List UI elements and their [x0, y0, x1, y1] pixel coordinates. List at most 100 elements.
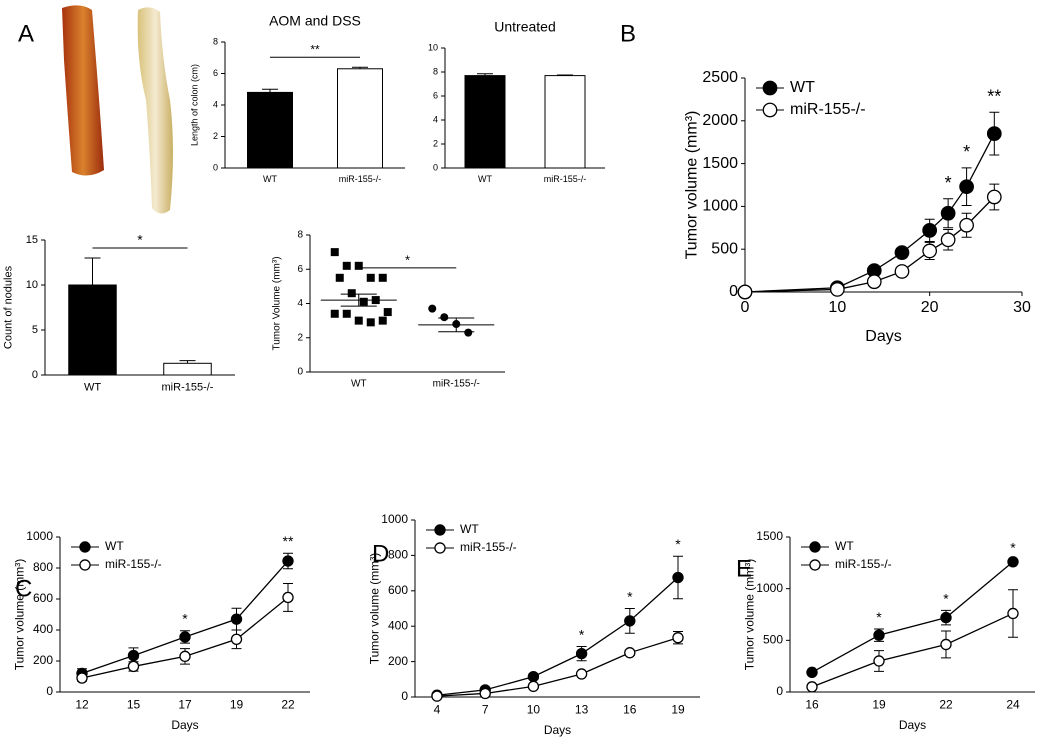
data-point [359, 297, 368, 306]
x-tick-label: 12 [75, 697, 89, 711]
y-tick-label: 400 [33, 622, 53, 636]
data-point [354, 261, 363, 270]
data-point [894, 245, 910, 260]
data-point [986, 189, 1002, 205]
panel-label: C [15, 575, 32, 602]
y-axis-label: Length of colon (cm) [190, 64, 200, 146]
error-bar [84, 257, 101, 285]
data-point [959, 179, 974, 195]
y-tick-label: 0 [46, 684, 53, 698]
data-point [383, 308, 392, 317]
y-tick-label: 6 [433, 90, 438, 100]
data-point [737, 284, 753, 300]
x-tick-label: 19 [872, 697, 886, 711]
y-tick-label: 8 [433, 66, 438, 76]
data-point [431, 690, 443, 702]
y-tick-label: 200 [388, 654, 408, 668]
y-tick-label: 4 [433, 114, 438, 124]
data-point [366, 273, 375, 282]
x-tick-label: miR-155-/- [339, 174, 382, 184]
data-point [940, 638, 952, 651]
chart-title: Untreated [494, 19, 555, 35]
legend-marker [79, 559, 91, 571]
data-point [806, 666, 818, 679]
y-tick-label: 800 [33, 560, 53, 574]
y-tick-label: 8 [213, 36, 218, 46]
y-tick-label: 0 [297, 367, 303, 378]
y-tick-label: 6 [297, 264, 303, 275]
legend-label: WT [105, 539, 124, 553]
bar [337, 68, 383, 169]
y-tick-label: 10 [428, 42, 438, 52]
legend-label: miR-155-/- [790, 101, 866, 118]
bar [247, 91, 293, 169]
data-point [230, 633, 243, 645]
y-tick-label: 200 [33, 653, 53, 667]
x-tick-label: 16 [623, 702, 637, 716]
sem-bar [438, 317, 475, 333]
y-tick-label: 8 [297, 230, 303, 241]
data-point [230, 613, 243, 625]
x-tick-label: 15 [127, 697, 141, 711]
y-tick-label: 600 [33, 591, 53, 605]
legend-marker [434, 524, 446, 536]
x-tick-label: 0 [741, 299, 750, 316]
series-line [436, 577, 679, 696]
data-point [282, 555, 294, 567]
y-tick-label: 500 [763, 633, 783, 647]
data-point [479, 687, 491, 700]
bar [68, 284, 117, 376]
data-point [127, 660, 140, 673]
bar [464, 75, 506, 169]
x-tick-label: 20 [921, 299, 939, 316]
x-tick-label: 22 [281, 697, 295, 711]
series-line [436, 637, 679, 697]
legend-label: WT [835, 539, 854, 553]
data-point [940, 205, 956, 221]
legend-label: WT [790, 79, 815, 96]
x-tick-label: 4 [434, 702, 441, 716]
significance-label: * [137, 232, 143, 248]
data-point [1007, 607, 1019, 620]
y-axis-label: Tumor volume (mm³) [683, 111, 700, 260]
x-tick-label: 22 [939, 697, 953, 711]
x-tick-label: 24 [1006, 697, 1020, 711]
data-point [624, 615, 636, 627]
y-tick-label: 1500 [702, 155, 738, 172]
y-tick-label: 2 [213, 131, 218, 141]
legend-label: miR-155-/- [460, 540, 517, 554]
annotation: ** [283, 533, 294, 549]
data-point [959, 217, 974, 233]
x-tick-label: 7 [482, 702, 489, 716]
error-bar [352, 66, 368, 69]
data-point [575, 668, 588, 680]
y-tick-label: 2 [297, 332, 303, 343]
y-tick-label: 0 [32, 369, 38, 381]
data-point [342, 309, 351, 318]
data-point [354, 316, 363, 325]
panel-label: A [18, 20, 34, 47]
x-tick-label: 10 [828, 299, 846, 316]
y-tick-label: 1000 [381, 512, 408, 526]
chart-title: AOM and DSS [269, 13, 361, 29]
legend-marker [809, 559, 821, 571]
x-tick-label: WT [263, 174, 277, 184]
y-tick-label: 1500 [756, 529, 783, 543]
data-point [940, 611, 952, 624]
y-axis-label: Count of nodules [3, 265, 15, 349]
y-axis-label: Tumor volume (mm³) [743, 559, 757, 671]
series-line [811, 612, 1014, 688]
y-tick-label: 400 [388, 618, 408, 632]
data-point [428, 304, 437, 313]
y-tick-label: 5 [32, 324, 38, 336]
panel-label: D [372, 540, 389, 567]
data-point [330, 309, 339, 318]
legend-label: miR-155-/- [835, 557, 892, 571]
data-point [527, 680, 540, 693]
data-point [366, 318, 375, 327]
x-tick-label: 30 [1013, 299, 1031, 316]
data-point [179, 631, 191, 643]
error-bar [557, 74, 573, 76]
significance-label: * [405, 252, 410, 267]
data-point [378, 273, 387, 282]
